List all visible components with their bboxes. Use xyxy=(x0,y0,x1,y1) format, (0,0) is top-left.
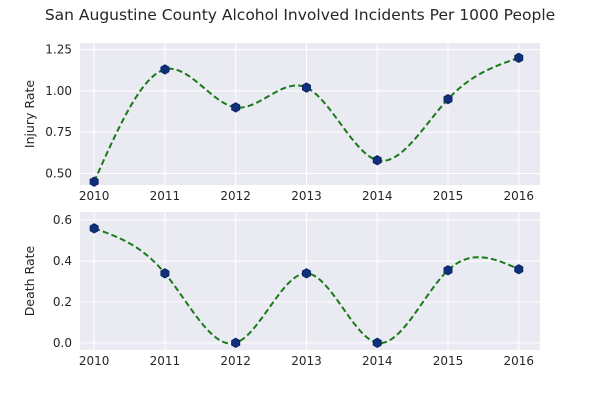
x-tick-label: 2013 xyxy=(291,354,322,368)
x-tick-label: 2015 xyxy=(433,189,464,203)
chart-title: San Augustine County Alcohol Involved In… xyxy=(45,6,555,24)
x-tick-label: 2014 xyxy=(362,354,393,368)
y-tick-label: 0.75 xyxy=(45,125,72,139)
death-rate-point-2012 xyxy=(231,337,241,349)
injury-rate-point-2011 xyxy=(160,64,170,75)
injury-rate-point-2016 xyxy=(514,52,524,64)
death-rate-point-2014 xyxy=(372,337,382,349)
injury-rate-point-2014 xyxy=(372,155,382,166)
death-rate-plot-area xyxy=(80,212,540,350)
death-rate-point-2013 xyxy=(301,268,311,279)
injury-rate-point-2012 xyxy=(231,102,241,113)
y-tick-label: 0.4 xyxy=(53,254,72,268)
x-tick-label: 2015 xyxy=(433,354,464,368)
x-tick-label: 2010 xyxy=(79,189,110,203)
x-tick-label: 2014 xyxy=(362,189,393,203)
x-tick-label: 2013 xyxy=(291,189,322,203)
x-tick-label: 2016 xyxy=(503,189,534,203)
y-tick-label: 1.25 xyxy=(45,43,72,57)
injury-rate-point-2013 xyxy=(301,82,311,93)
death-rate-point-2016 xyxy=(514,264,524,275)
injury-rate-plot-area xyxy=(80,43,540,185)
death-rate-point-2011 xyxy=(160,268,170,279)
x-tick-label: 2011 xyxy=(150,354,181,368)
y-tick-label: 0.2 xyxy=(53,295,72,309)
injury-rate-point-2010 xyxy=(89,176,99,187)
injury-rate-axis-label: Injury Rate xyxy=(22,80,37,148)
x-tick-label: 2011 xyxy=(150,189,181,203)
y-tick-label: 0.50 xyxy=(45,166,72,180)
y-tick-label: 0.0 xyxy=(53,336,72,350)
death-rate-point-2015 xyxy=(443,265,453,276)
y-tick-label: 1.00 xyxy=(45,84,72,98)
injury-rate-point-2015 xyxy=(443,93,453,105)
death-rate-axis-label: Death Rate xyxy=(22,245,37,316)
x-tick-label: 2012 xyxy=(220,189,251,203)
x-tick-label: 2010 xyxy=(79,354,110,368)
x-tick-label: 2016 xyxy=(503,354,534,368)
injury-rate-panel: 0.50 0.75 1.00 1.25 2010 2011 2012 2013 2014 2015… xyxy=(22,43,540,203)
death-rate-point-2010 xyxy=(89,223,99,234)
y-tick-label: 0.6 xyxy=(53,213,72,227)
x-tick-label: 2012 xyxy=(220,354,251,368)
death-rate-panel: 0.0 0.2 0.4 0.6 2010 2011 2012 2013 2014 2015 2016… xyxy=(22,212,540,368)
